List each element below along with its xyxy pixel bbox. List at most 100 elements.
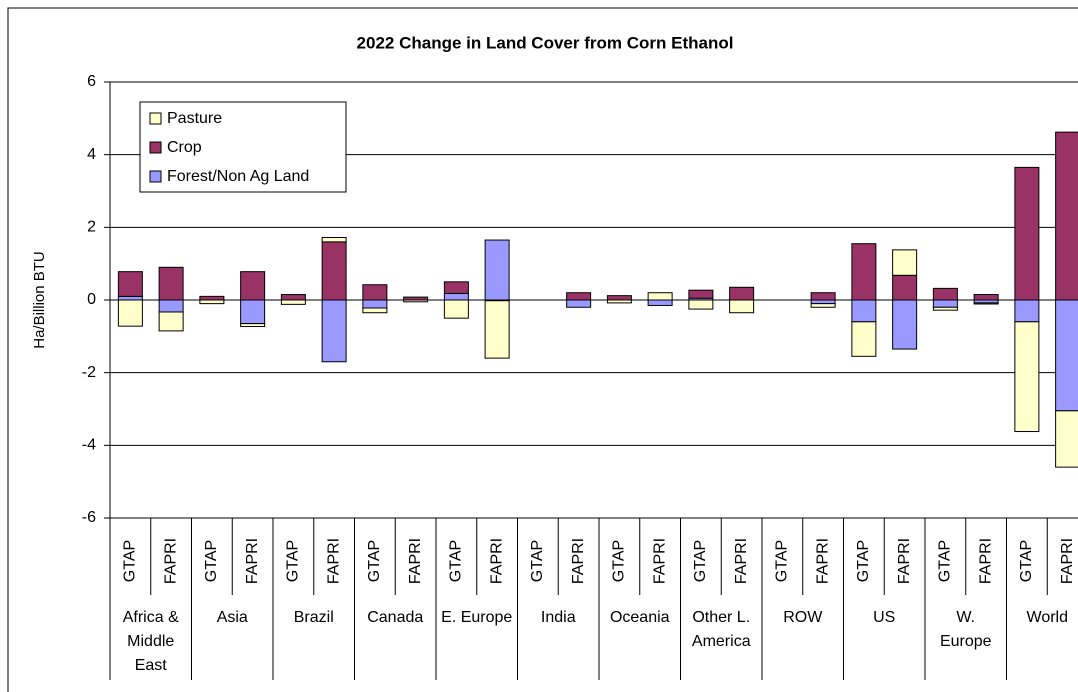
bar-segment <box>158 299 184 313</box>
bar-segment <box>158 266 184 301</box>
bar-segment <box>158 311 184 332</box>
bar-segment <box>892 299 918 350</box>
bar-segment <box>321 237 347 243</box>
group-label: E. Europe <box>441 609 513 626</box>
bar-segment <box>566 292 592 301</box>
bar-segment <box>321 299 347 363</box>
group-label: World <box>1026 609 1069 626</box>
x-tick-label: GTAP <box>1018 540 1035 582</box>
x-tick-label: GTAP <box>366 540 383 582</box>
bar-segment <box>240 323 266 328</box>
bar-segment <box>688 299 714 310</box>
bar-segment <box>932 299 958 308</box>
x-tick-label: GTAP <box>203 540 220 582</box>
x-tick-label: FAPRI <box>325 538 342 584</box>
bar-segment <box>566 299 592 308</box>
bar-segment <box>892 249 918 276</box>
bar-segment <box>647 292 673 301</box>
bar-segment <box>932 306 958 311</box>
group-label: US <box>873 609 896 626</box>
x-tick-label: GTAP <box>448 540 465 582</box>
x-tick-label: GTAP <box>122 540 139 582</box>
bar-segment <box>362 299 388 309</box>
bar-segment <box>892 274 918 301</box>
bar-segment <box>280 299 306 305</box>
bar-segment <box>240 299 266 325</box>
group-label: Asia <box>216 609 248 626</box>
bar-segment <box>117 299 143 327</box>
x-tick-label: FAPRI <box>488 538 505 584</box>
x-tick-label: FAPRI <box>977 538 994 584</box>
x-tick-label: GTAP <box>937 540 954 582</box>
x-tick-label: GTAP <box>285 540 302 582</box>
bar-segment <box>973 294 999 301</box>
y-tick-label: -4 <box>82 437 96 454</box>
y-tick-label: 2 <box>87 219 96 236</box>
bar-segment <box>1014 166 1040 301</box>
x-tick-label: FAPRI <box>244 538 261 584</box>
x-tick-label: FAPRI <box>814 538 831 584</box>
chart-title: 2022 Change in Land Cover from Corn Etha… <box>357 33 734 52</box>
x-tick-label: FAPRI <box>1059 538 1076 584</box>
bar-segment <box>321 241 347 301</box>
bar-segment <box>729 299 755 314</box>
y-tick-label: 6 <box>87 73 96 90</box>
group-label: W. Europe <box>939 609 992 650</box>
bar-segment <box>729 286 755 301</box>
bar-segment <box>443 281 469 294</box>
bar-segment <box>1055 299 1078 412</box>
bar-segment <box>810 303 836 308</box>
bar-segment <box>1014 299 1040 323</box>
bar-segment <box>484 239 510 301</box>
bar-segment <box>117 271 143 297</box>
bar-segment <box>932 287 958 301</box>
bar-segment <box>240 271 266 301</box>
legend-label: Pasture <box>167 110 222 127</box>
group-label: Africa & Middle East <box>122 609 179 674</box>
bar-segment <box>851 321 877 357</box>
legend-swatch <box>149 112 162 125</box>
bar-segment <box>810 299 836 305</box>
bar-segment <box>199 299 225 305</box>
bar-segment <box>647 299 673 306</box>
x-tick-label: FAPRI <box>651 538 668 584</box>
y-tick-label: 4 <box>87 146 96 163</box>
y-tick-label: 0 <box>87 291 96 308</box>
bar-segment <box>1055 410 1078 468</box>
bar-segment <box>484 300 510 359</box>
frame <box>7 7 1078 692</box>
y-tick-label: -2 <box>82 364 96 381</box>
group-label: Canada <box>367 609 424 626</box>
x-tick-label: GTAP <box>855 540 872 582</box>
x-tick-label: GTAP <box>611 540 628 582</box>
bar-segment <box>851 243 877 301</box>
group-label: Other L. America <box>691 609 751 650</box>
x-tick-label: GTAP <box>529 540 546 582</box>
bar-segment <box>443 292 469 301</box>
y-tick-label: -6 <box>82 509 96 526</box>
x-tick-label: FAPRI <box>162 538 179 584</box>
bar-segment <box>851 299 877 323</box>
legend-swatch <box>149 170 162 183</box>
legend-swatch <box>149 141 162 154</box>
group-label: India <box>540 609 576 626</box>
x-tick-label: GTAP <box>774 540 791 582</box>
bar-segment <box>280 294 306 301</box>
bar-segment <box>362 284 388 301</box>
y-axis-label: Ha/Billion BTU <box>31 251 48 349</box>
x-tick-label: FAPRI <box>733 538 750 584</box>
bar-segment <box>1055 131 1078 301</box>
bar-segment <box>688 289 714 299</box>
bar-segment <box>443 299 469 319</box>
bar-segment <box>199 295 225 301</box>
x-tick-label: FAPRI <box>896 538 913 584</box>
bar-segment <box>362 307 388 314</box>
group-label: ROW <box>783 609 823 626</box>
x-tick-label: FAPRI <box>570 538 587 584</box>
legend-box <box>139 101 347 193</box>
bar-segment <box>117 295 143 301</box>
x-tick-label: FAPRI <box>407 538 424 584</box>
x-tick-label: GTAP <box>692 540 709 582</box>
